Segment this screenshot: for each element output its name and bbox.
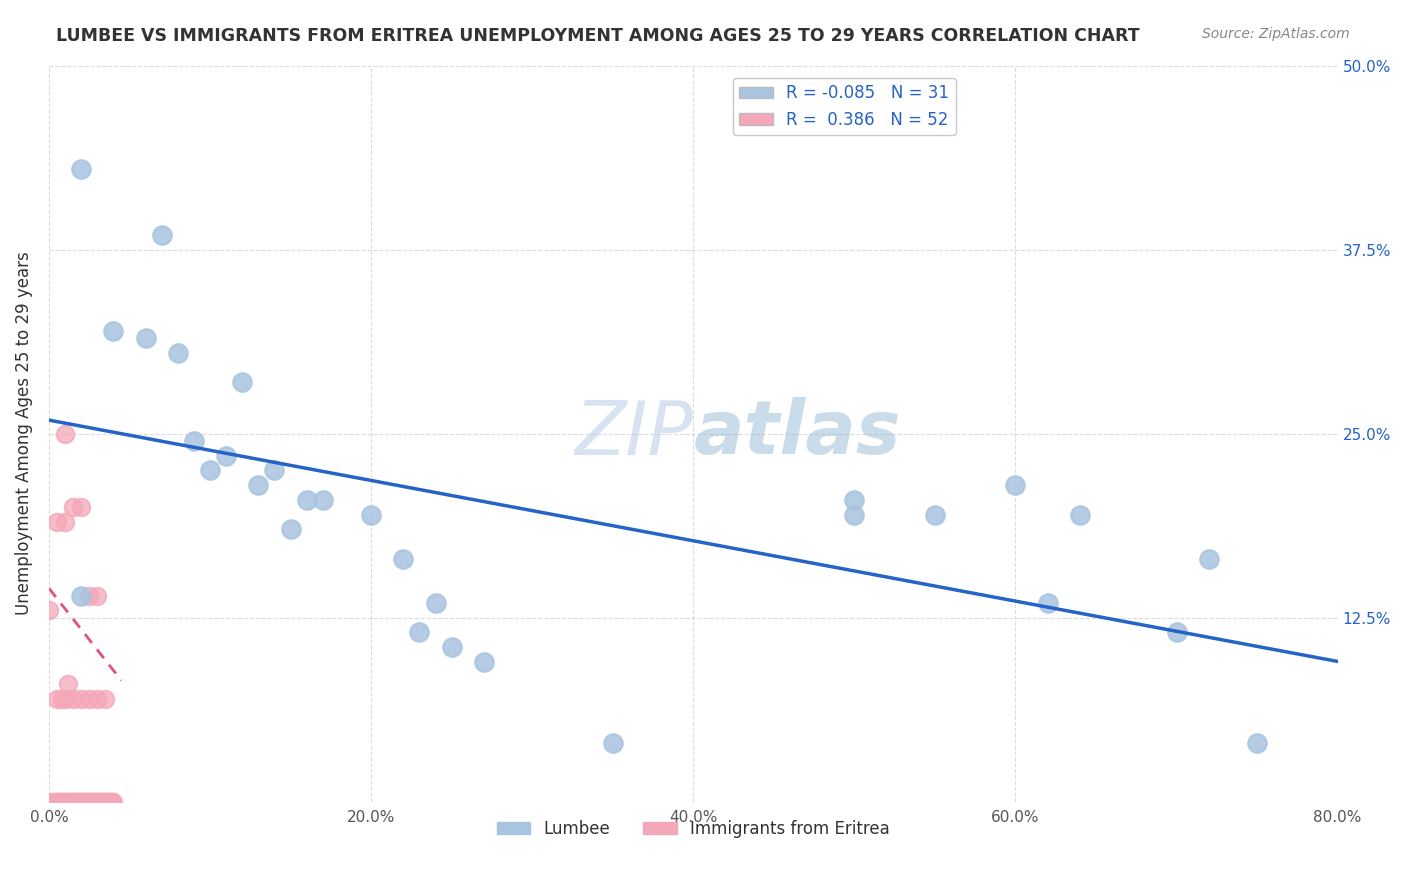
Point bbox=[70, 691, 93, 706]
Point bbox=[65, 795, 87, 809]
Point bbox=[247, 478, 270, 492]
Point bbox=[1069, 508, 1091, 522]
Point bbox=[58, 795, 80, 809]
Point bbox=[70, 161, 93, 176]
Point bbox=[103, 795, 125, 809]
Point bbox=[94, 691, 117, 706]
Point bbox=[86, 589, 108, 603]
Point bbox=[62, 795, 84, 809]
Text: Source: ZipAtlas.com: Source: ZipAtlas.com bbox=[1202, 27, 1350, 41]
Point bbox=[76, 795, 98, 809]
Point bbox=[62, 691, 84, 706]
Point bbox=[98, 795, 121, 809]
Point bbox=[77, 589, 100, 603]
Point bbox=[94, 795, 117, 809]
Point bbox=[70, 500, 93, 515]
Point bbox=[97, 795, 120, 809]
Point bbox=[82, 795, 104, 809]
Point bbox=[49, 795, 72, 809]
Point bbox=[70, 795, 93, 809]
Point bbox=[66, 795, 89, 809]
Point bbox=[360, 508, 382, 522]
Y-axis label: Unemployment Among Ages 25 to 29 years: Unemployment Among Ages 25 to 29 years bbox=[15, 252, 32, 615]
Point bbox=[73, 795, 96, 809]
Point bbox=[53, 426, 76, 441]
Point bbox=[183, 434, 205, 448]
Point bbox=[84, 795, 107, 809]
Point bbox=[93, 795, 115, 809]
Point bbox=[63, 795, 86, 809]
Point bbox=[1004, 478, 1026, 492]
Point bbox=[53, 795, 76, 809]
Point bbox=[295, 492, 318, 507]
Point bbox=[1198, 551, 1220, 566]
Point bbox=[75, 795, 97, 809]
Point bbox=[166, 345, 188, 359]
Point bbox=[425, 596, 447, 610]
Point bbox=[312, 492, 335, 507]
Point bbox=[280, 522, 302, 536]
Point bbox=[1166, 625, 1188, 640]
Legend: Lumbee, Immigrants from Eritrea: Lumbee, Immigrants from Eritrea bbox=[491, 814, 897, 845]
Point bbox=[101, 795, 124, 809]
Point bbox=[60, 795, 83, 809]
Point bbox=[1036, 596, 1059, 610]
Point bbox=[87, 795, 110, 809]
Point bbox=[51, 795, 73, 809]
Point bbox=[77, 691, 100, 706]
Point bbox=[38, 795, 60, 809]
Point bbox=[70, 589, 93, 603]
Point bbox=[844, 508, 866, 522]
Text: ZIP: ZIP bbox=[575, 398, 693, 469]
Point bbox=[1246, 736, 1268, 750]
Point bbox=[408, 625, 430, 640]
Point bbox=[844, 492, 866, 507]
Point bbox=[392, 551, 415, 566]
Point bbox=[150, 227, 173, 242]
Point bbox=[263, 463, 285, 477]
Point bbox=[89, 795, 111, 809]
Point bbox=[96, 795, 118, 809]
Point bbox=[51, 691, 73, 706]
Point bbox=[440, 640, 463, 654]
Text: LUMBEE VS IMMIGRANTS FROM ERITREA UNEMPLOYMENT AMONG AGES 25 TO 29 YEARS CORRELA: LUMBEE VS IMMIGRANTS FROM ERITREA UNEMPL… bbox=[56, 27, 1140, 45]
Point bbox=[46, 795, 69, 809]
Point bbox=[602, 736, 624, 750]
Point bbox=[924, 508, 946, 522]
Point bbox=[80, 795, 103, 809]
Point bbox=[198, 463, 221, 477]
Text: atlas: atlas bbox=[693, 397, 901, 470]
Point bbox=[46, 515, 69, 529]
Point bbox=[46, 691, 69, 706]
Point bbox=[231, 375, 253, 389]
Point bbox=[77, 795, 100, 809]
Point bbox=[62, 500, 84, 515]
Point bbox=[53, 691, 76, 706]
Point bbox=[69, 795, 91, 809]
Point bbox=[38, 603, 60, 617]
Point bbox=[91, 795, 114, 809]
Point bbox=[42, 795, 65, 809]
Point bbox=[52, 795, 75, 809]
Point bbox=[215, 449, 238, 463]
Point bbox=[58, 677, 80, 691]
Point bbox=[53, 515, 76, 529]
Point bbox=[83, 795, 105, 809]
Point bbox=[86, 691, 108, 706]
Point bbox=[59, 795, 82, 809]
Point bbox=[103, 324, 125, 338]
Point bbox=[86, 795, 108, 809]
Point bbox=[135, 331, 157, 345]
Point bbox=[472, 655, 495, 669]
